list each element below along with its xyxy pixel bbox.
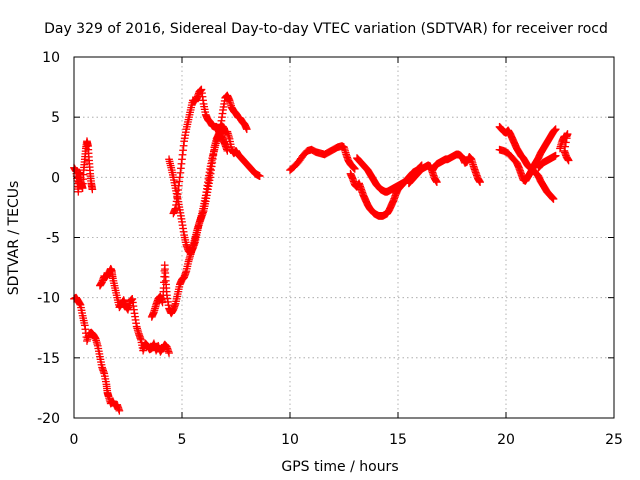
data-point-arc-16: [564, 156, 573, 165]
data-point-arc-12: [476, 178, 484, 186]
y-tick-label: 5: [51, 110, 60, 126]
y-axis-label: SDTVAR / TECUs: [6, 181, 22, 296]
x-tick-label: 20: [497, 432, 515, 448]
y-tick-label: -5: [46, 231, 60, 247]
x-tick-label: 5: [178, 432, 187, 448]
x-tick-labels: 0 5 10 15 20 25: [70, 432, 623, 448]
data-point-arc-16: [562, 134, 571, 143]
y-tick-label: -15: [37, 351, 60, 367]
data-point-arc-8: [350, 165, 359, 173]
x-axis-label: GPS time / hours: [281, 459, 398, 475]
data-point-arc-14: [551, 125, 560, 134]
data-point-arc-16: [562, 138, 570, 147]
data-point-arc-11: [433, 178, 441, 186]
plot-frame: [73, 56, 615, 419]
data-point-arc-7: [255, 172, 264, 180]
data-point-arc-13: [549, 195, 558, 203]
x-tick-label: 15: [389, 432, 407, 448]
x-tick-label: 25: [605, 432, 623, 448]
y-tick-label: 0: [51, 170, 60, 186]
data-point-arc-15: [551, 151, 560, 160]
x-tick-label: 10: [281, 432, 299, 448]
grid-lines: [74, 57, 614, 418]
y-tick-label: -10: [37, 291, 60, 307]
chart-title: Day 329 of 2016, Sidereal Day-to-day VTE…: [44, 21, 608, 37]
data-point-arc-3: [165, 349, 173, 357]
data-marks: [70, 85, 573, 415]
y-tick-label: -20: [37, 411, 60, 427]
y-tick-labels: -20 -15 -10 -5 0 5 10: [37, 50, 60, 427]
y-tick-label: 10: [42, 50, 60, 66]
data-point-arc-2: [115, 406, 124, 415]
data-point-arc-5: [242, 125, 251, 134]
x-tick-label: 0: [70, 432, 79, 448]
data-point-arc-1: [88, 185, 97, 194]
data-point-arc-16: [563, 130, 572, 138]
